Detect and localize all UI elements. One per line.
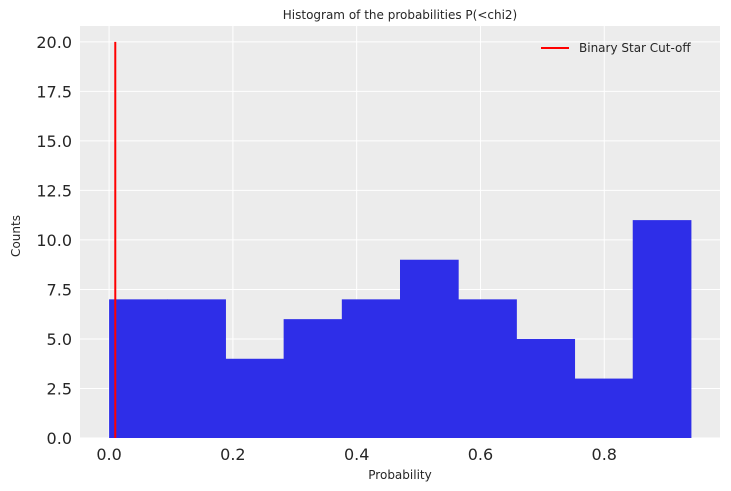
x-tick-label: 0.2: [220, 445, 245, 464]
y-tick-label: 2.5: [47, 379, 72, 398]
x-tick-labels: 0.0 0.2 0.4 0.6 0.8: [96, 445, 617, 464]
histogram-bars: [109, 220, 692, 438]
histogram-bar: [341, 299, 401, 438]
y-tick-label: 20.0: [36, 33, 72, 52]
y-tick-label: 15.0: [36, 132, 72, 151]
x-tick-label: 0.0: [96, 445, 121, 464]
chart-title: Histogram of the probabilities P(<chi2): [283, 8, 518, 22]
histogram-bar: [632, 220, 692, 438]
y-tick-label: 17.5: [36, 82, 72, 101]
x-tick-label: 0.8: [592, 445, 617, 464]
x-axis-label: Probability: [368, 468, 431, 482]
histogram-bar: [225, 358, 285, 438]
y-tick-label: 10.0: [36, 231, 72, 250]
legend-label: Binary Star Cut-off: [579, 41, 691, 55]
histogram-bar: [458, 299, 517, 438]
y-axis-label: Counts: [9, 215, 23, 257]
histogram-bar: [400, 259, 459, 438]
histogram-bar: [516, 338, 576, 438]
y-tick-label: 12.5: [36, 181, 72, 200]
y-tick-labels: 0.0 2.5 5.0 7.5 10.0 12.5 15.0 17.5 20.0: [36, 33, 72, 448]
y-tick-label: 5.0: [47, 330, 72, 349]
x-tick-label: 0.4: [344, 445, 369, 464]
histogram-bar: [109, 299, 168, 438]
histogram-bar: [167, 299, 226, 438]
y-tick-label: 7.5: [47, 280, 72, 299]
legend: Binary Star Cut-off: [541, 41, 691, 55]
y-tick-label: 0.0: [47, 429, 72, 448]
histogram-bar: [574, 378, 634, 438]
x-tick-label: 0.6: [468, 445, 493, 464]
histogram-bar: [283, 319, 343, 438]
